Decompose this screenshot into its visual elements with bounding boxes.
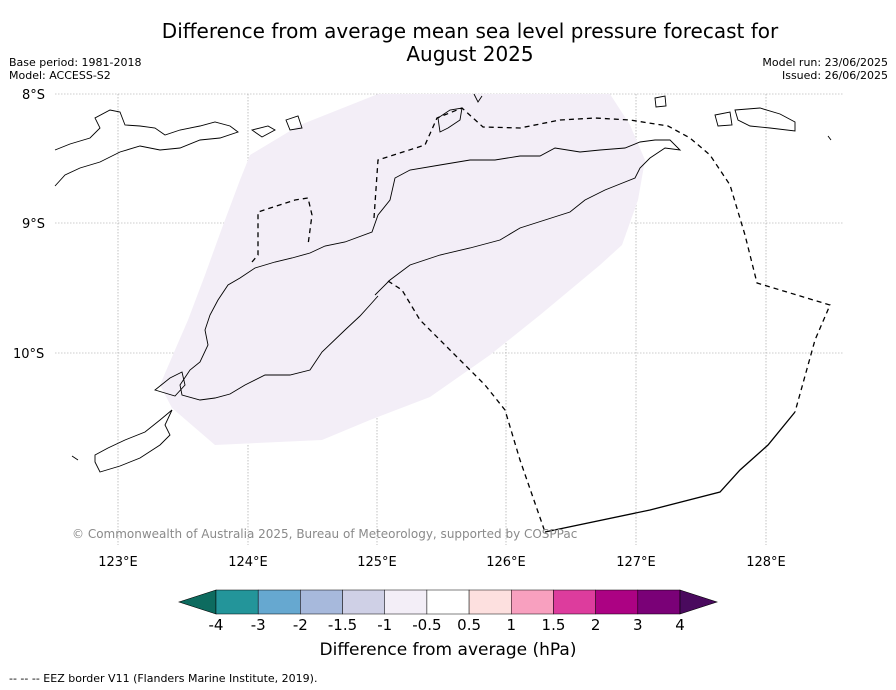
colorbar-tick-label: -1.5 [327,616,358,634]
colorbar-tick-label: 1.5 [541,616,566,634]
coastline-timor-north [179,139,682,401]
lat-label: 8°S [22,88,45,103]
colorbar-tick-label: -1 [377,616,393,634]
colorbar-bin [468,589,512,615]
title-line-2: August 2025 [406,42,534,66]
colorbar-bin [637,589,681,615]
eez-border-west [251,197,313,263]
colorbar-bin [342,589,385,615]
colorbar-tick-label: 0.5 [457,616,482,634]
base-period: Base period: 1981-2018 [9,56,142,69]
model-name: Model: ACCESS-S2 [9,69,111,82]
meta-left: Base period: 1981-2018 Model: ACCESS-S2 [9,56,141,82]
colorbar-extend-high [679,589,718,615]
coastline-islet-8 [473,93,483,103]
eez-borders [251,107,831,533]
colorbar-tick-label: -3 [250,616,266,634]
colorbar-tick-label: 2 [590,616,601,634]
meta-right: Model run: 23/06/2025 Issued: 26/06/2025 [762,56,888,82]
colorbar-bin [215,589,259,615]
chart-title: Difference from average mean sea level p… [0,20,896,66]
colorbar-bin [553,589,596,615]
issued-date: Issued: 26/06/2025 [781,69,888,82]
copyright-notice: © Commonwealth of Australia 2025, Bureau… [72,527,578,541]
colorbar-tick-label: 4 [675,616,685,634]
colorbar-tick-label: 3 [633,616,643,634]
lon-label: 128°E [746,555,786,570]
colorbar-bin [511,589,554,615]
title-line-1: Difference from average mean sea level p… [161,19,779,43]
anomaly-region [160,94,645,445]
colorbar-label: Difference from average (hPa) [319,640,577,660]
colorbar [178,589,718,615]
eez-border-solid-segment [544,411,796,533]
colorbar-bin [257,589,301,615]
model-run: Model run: 23/06/2025 [762,56,888,69]
lon-label: 123°E [98,555,138,570]
coastline-islet-5 [437,107,463,133]
coastline-islet-2 [654,95,667,108]
colorbar-bin [595,589,639,615]
coastline-islet-6 [250,125,276,138]
coastline-sumba [94,409,173,473]
coastline-islet-10 [827,135,832,141]
coastline-islet-1 [154,371,186,397]
coastline-islet-7 [285,115,303,131]
colorbar-extend-low [178,589,217,615]
colorbar-bin [426,589,470,615]
coastlines [54,93,832,473]
lon-label: 124°E [228,555,268,570]
colorbar-bin [300,589,343,615]
lat-label: 9°S [22,217,45,232]
longitude-labels: 123°E 124°E 125°E 126°E 127°E 128°E [98,555,786,570]
coastline-islet-4 [734,107,796,132]
eez-footnote: -- -- -- EEZ border V11 (Flanders Marine… [9,672,318,685]
colorbar-bin [384,589,428,615]
latitude-labels: 8°S 9°S 10°S [13,88,45,362]
eez-border-north [373,107,831,413]
lat-label: 10°S [13,347,44,362]
coastline-flores [54,109,239,187]
colorbar-tick-label: -0.5 [412,616,442,634]
colorbar-tick-label: -2 [292,616,308,634]
colorbar-tick-label: -4 [208,616,224,634]
eez-border-south [387,280,546,533]
colorbar-tick-label: 1 [506,616,517,634]
lon-label: 125°E [357,555,397,570]
lon-label: 126°E [486,555,526,570]
coastline-islet-9 [71,455,79,461]
coastline-islet-3 [714,111,733,127]
lon-label: 127°E [616,555,656,570]
